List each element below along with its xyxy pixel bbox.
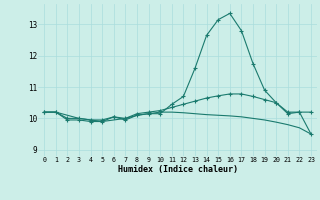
- X-axis label: Humidex (Indice chaleur): Humidex (Indice chaleur): [118, 165, 238, 174]
